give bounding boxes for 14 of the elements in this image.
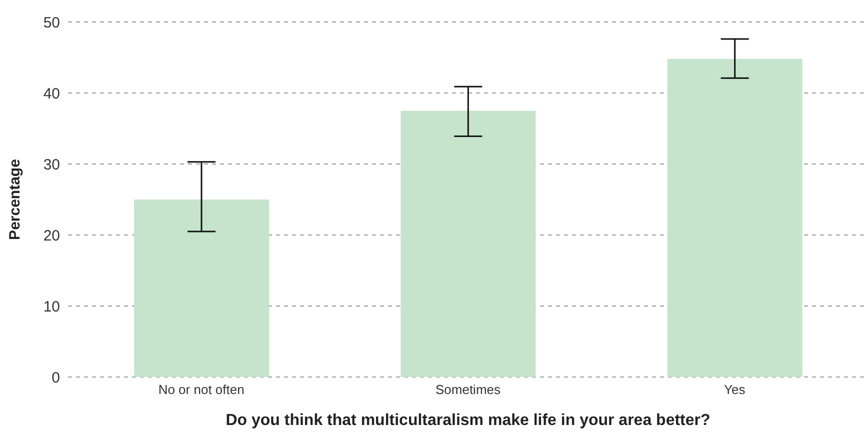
bar bbox=[400, 110, 536, 377]
x-tick-label: No or not often bbox=[158, 382, 244, 398]
y-axis-title: Percentage bbox=[6, 159, 24, 240]
bar bbox=[134, 200, 269, 377]
y-tick-label: 10 bbox=[43, 298, 60, 316]
y-tick-label: 0 bbox=[52, 369, 60, 386]
y-tick-label: 20 bbox=[43, 227, 60, 244]
x-axis-title: Do you think that multicultaralism make life in your area better? bbox=[226, 412, 710, 429]
y-tick-label: 50 bbox=[43, 14, 60, 32]
x-tick-label: Sometimes bbox=[435, 382, 502, 398]
bar bbox=[667, 58, 802, 377]
y-tick-label: 30 bbox=[43, 156, 60, 174]
x-tick-label: Yes bbox=[724, 382, 746, 398]
y-tick-label: 40 bbox=[43, 85, 60, 102]
